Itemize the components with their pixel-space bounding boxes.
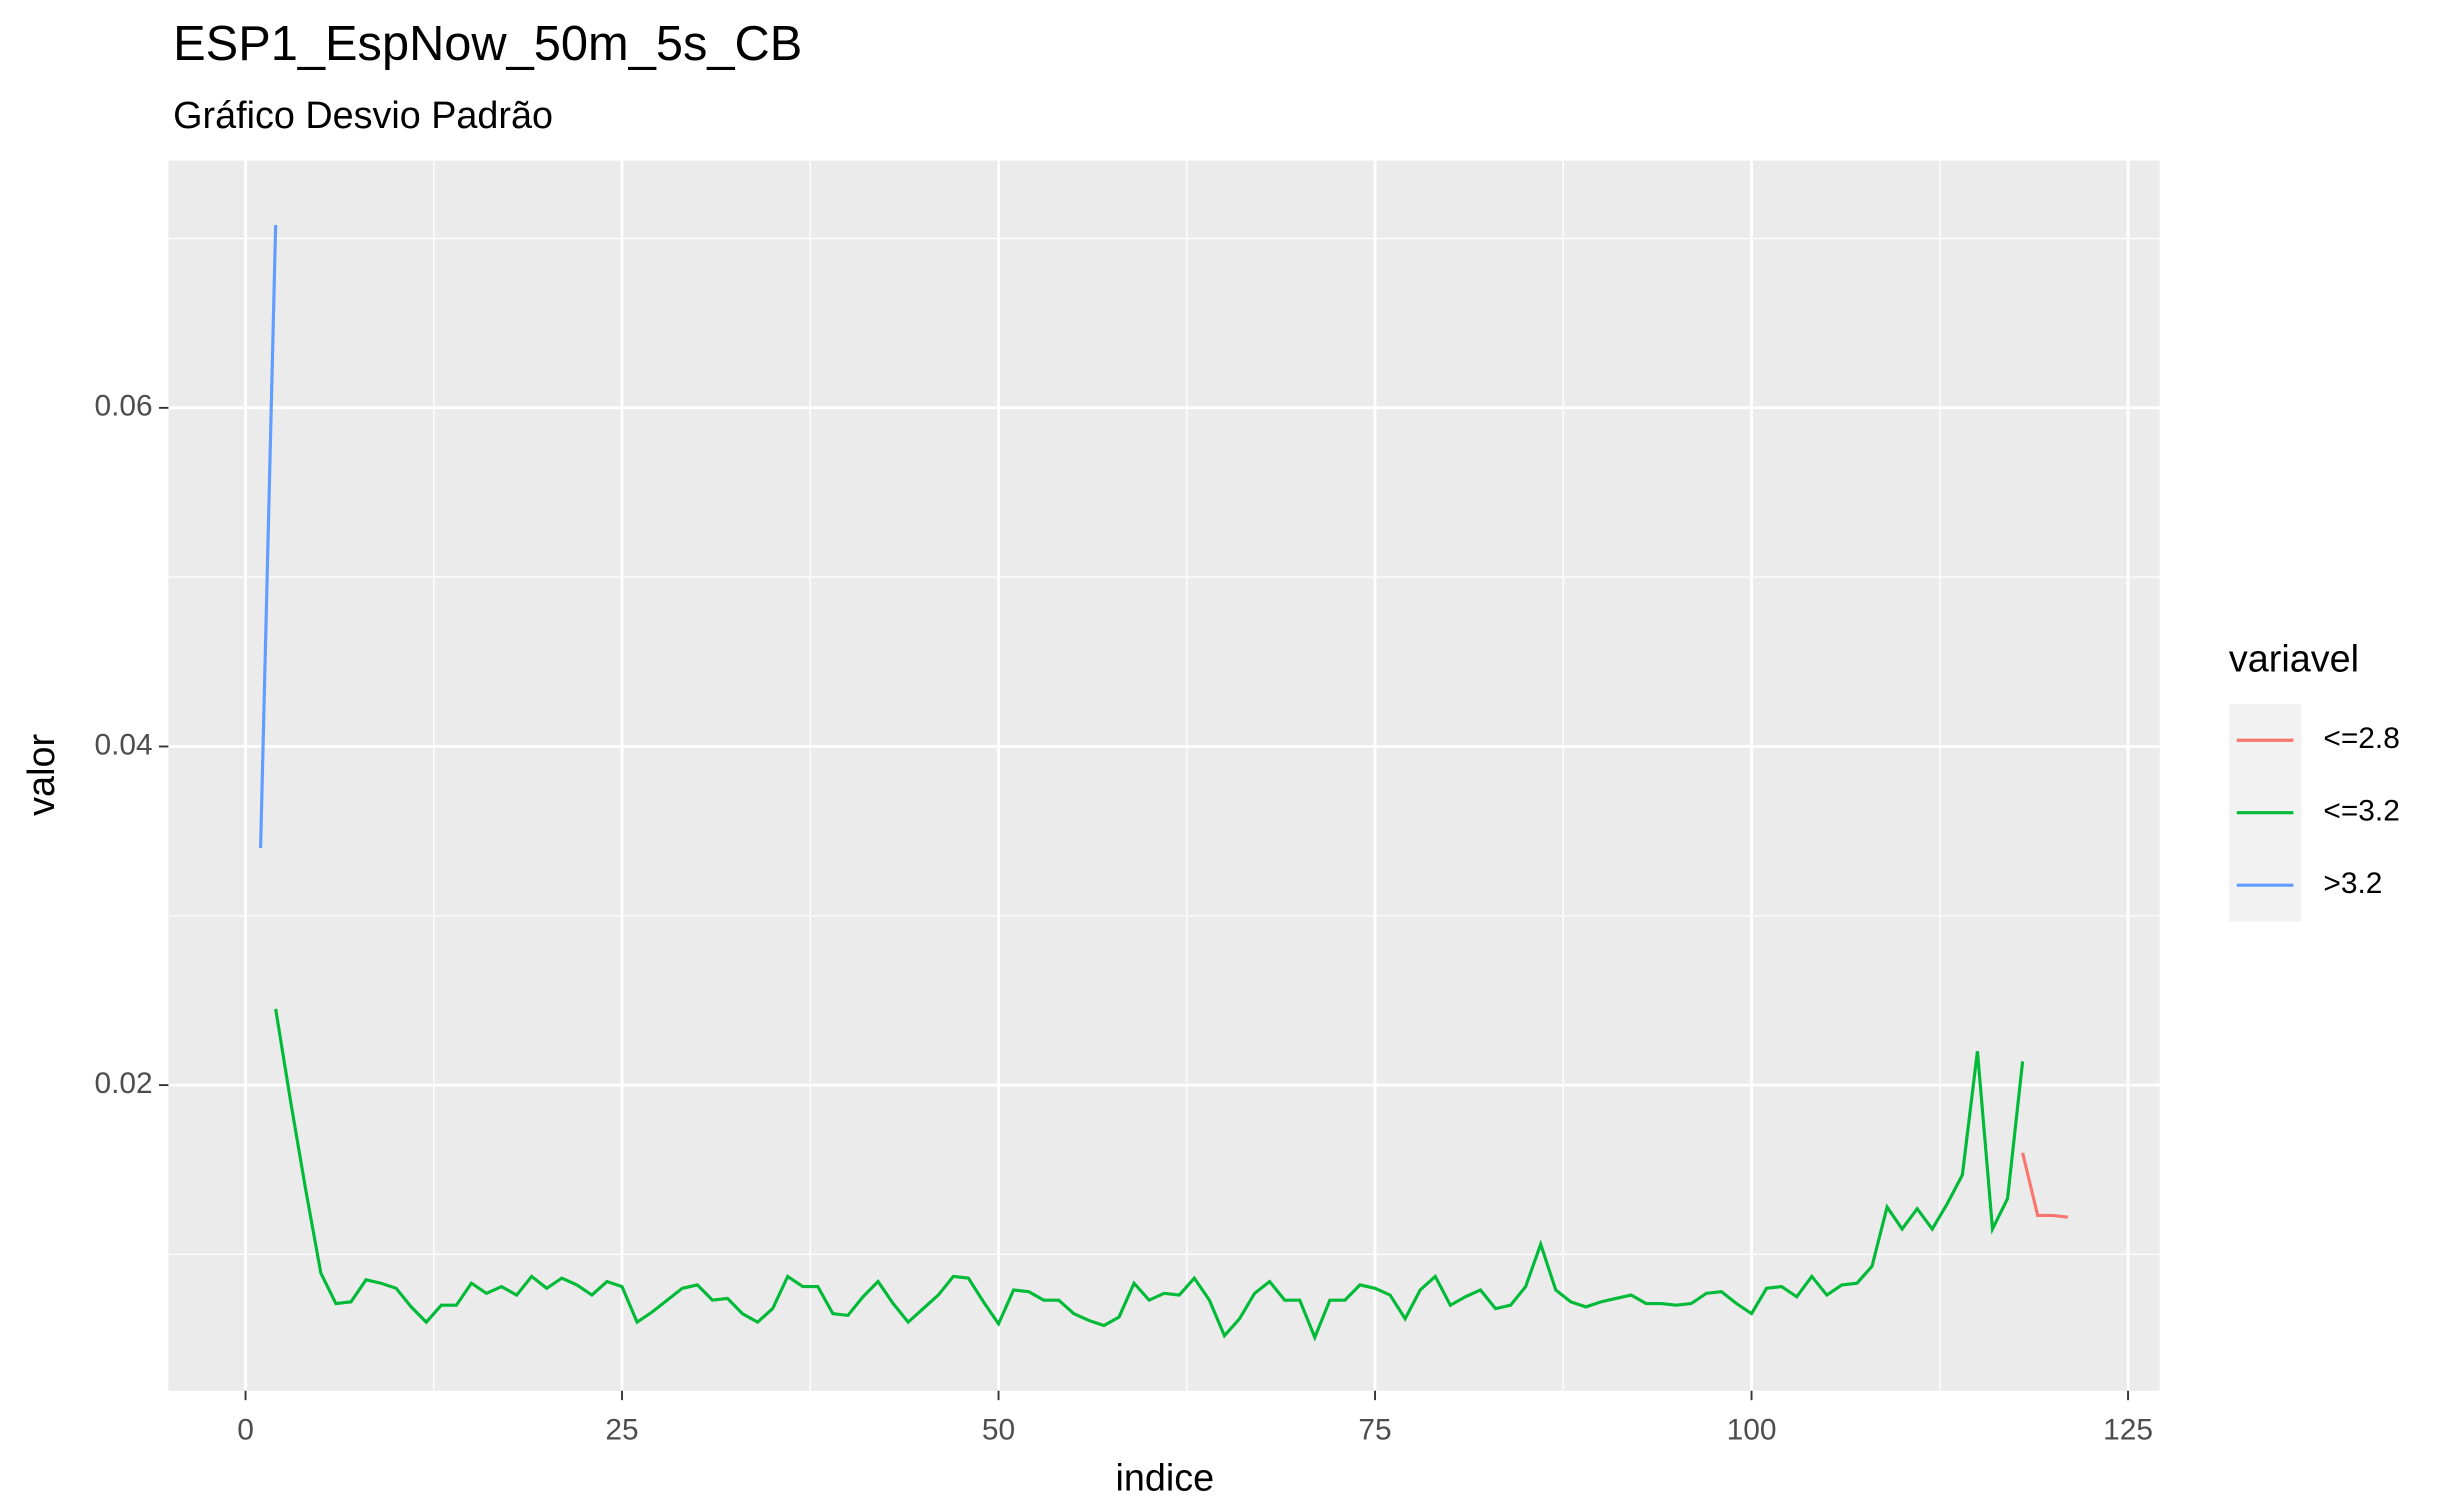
y-axis-title: valor: [21, 734, 63, 816]
x-tick-label: 75: [1358, 1414, 1391, 1447]
x-tick-label: 50: [982, 1414, 1015, 1447]
legend-label: >3.2: [2323, 867, 2382, 900]
legend-label: <=2.8: [2323, 722, 2399, 755]
series-line: [259, 224, 278, 849]
x-tick-label: 0: [237, 1414, 254, 1447]
legend-title: variavel: [2229, 638, 2359, 680]
chart-title: ESP1_EspNow_50m_5s_CB: [173, 17, 802, 71]
y-tick-label: 0.04: [94, 728, 152, 761]
plot-panel: [168, 160, 2160, 1391]
legend-label: <=3.2: [2323, 795, 2399, 828]
chart-subtitle: Gráfico Desvio Padrão: [173, 95, 553, 137]
series-line: [274, 1008, 2025, 1342]
x-tick-label: 125: [2103, 1414, 2153, 1447]
y-tick-label: 0.02: [94, 1067, 152, 1100]
y-tick-label: 0.06: [94, 390, 152, 423]
x-axis-title: indice: [1116, 1457, 1215, 1499]
x-tick-label: 25: [605, 1414, 638, 1447]
x-tick-label: 100: [1727, 1414, 1777, 1447]
series-line: [2021, 1152, 2068, 1219]
